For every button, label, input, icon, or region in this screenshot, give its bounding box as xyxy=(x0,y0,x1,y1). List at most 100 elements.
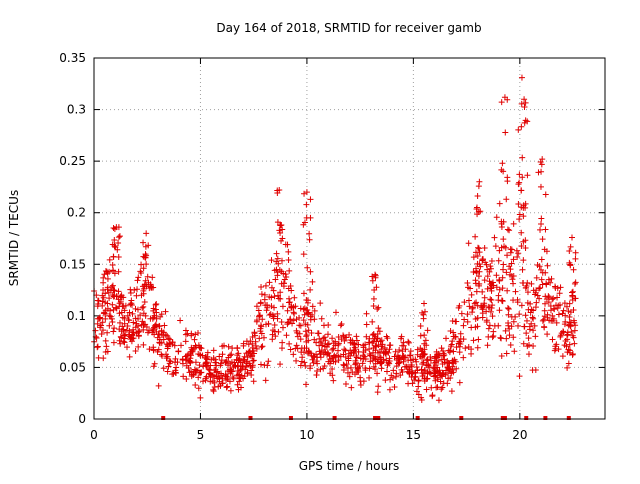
data-point xyxy=(502,327,509,334)
data-point xyxy=(216,378,223,385)
data-point xyxy=(173,364,180,371)
data-point xyxy=(127,290,134,297)
data-point xyxy=(147,315,154,322)
data-point xyxy=(153,309,160,316)
data-point xyxy=(110,328,117,335)
data-point xyxy=(115,254,122,261)
data-point xyxy=(541,246,548,253)
data-point xyxy=(183,376,190,383)
data-point xyxy=(488,257,495,264)
data-point xyxy=(352,346,359,353)
data-point xyxy=(485,303,492,310)
data-point xyxy=(303,296,310,303)
data-point xyxy=(547,279,554,286)
data-point xyxy=(110,306,117,313)
data-point xyxy=(188,332,195,339)
data-point xyxy=(475,183,482,190)
data-point xyxy=(470,254,477,261)
data-point xyxy=(526,326,533,333)
data-point xyxy=(565,308,572,315)
data-point xyxy=(155,346,162,353)
data-point xyxy=(105,289,112,296)
data-point xyxy=(492,243,499,250)
data-point xyxy=(290,317,297,324)
data-point xyxy=(262,377,269,384)
data-point xyxy=(418,397,425,404)
data-point xyxy=(335,357,342,364)
data-point xyxy=(118,328,125,335)
data-point xyxy=(286,295,293,302)
data-point xyxy=(430,373,437,380)
data-point xyxy=(96,315,103,322)
data-point xyxy=(491,234,498,241)
data-point xyxy=(287,346,294,353)
data-point xyxy=(524,289,531,296)
data-point xyxy=(140,341,147,348)
data-point xyxy=(243,350,250,357)
data-point xyxy=(143,230,150,237)
zero-marker xyxy=(459,416,464,420)
data-point xyxy=(302,381,309,388)
data-point xyxy=(360,352,367,359)
data-point xyxy=(94,344,101,351)
data-point xyxy=(204,349,211,356)
data-point xyxy=(434,364,441,371)
data-point xyxy=(421,332,428,339)
data-point xyxy=(266,293,273,300)
data-point xyxy=(288,287,295,294)
data-point xyxy=(313,351,320,358)
data-point xyxy=(347,352,354,359)
data-point xyxy=(462,345,469,352)
data-point xyxy=(197,344,204,351)
data-point xyxy=(514,296,521,303)
data-point xyxy=(257,300,264,307)
chart-title: Day 164 of 2018, SRMTID for receiver gam… xyxy=(216,21,481,35)
data-point xyxy=(166,357,173,364)
data-point xyxy=(302,328,309,335)
data-point xyxy=(538,215,545,222)
data-point xyxy=(310,359,317,366)
data-point xyxy=(483,308,490,315)
data-point xyxy=(108,315,115,322)
data-point xyxy=(140,322,147,329)
data-point xyxy=(117,298,124,305)
data-point xyxy=(389,374,396,381)
data-point xyxy=(160,336,167,343)
data-point xyxy=(104,284,111,291)
data-point xyxy=(433,384,440,391)
data-point xyxy=(308,329,315,336)
data-point xyxy=(273,266,280,273)
data-point xyxy=(305,350,312,357)
data-point xyxy=(296,322,303,329)
data-point xyxy=(294,333,301,340)
data-point xyxy=(484,342,491,349)
data-point xyxy=(450,348,457,355)
data-point xyxy=(210,386,217,393)
data-point xyxy=(202,377,209,384)
data-point xyxy=(186,358,193,365)
data-point xyxy=(476,178,483,185)
data-point xyxy=(474,315,481,322)
data-point xyxy=(238,384,245,391)
data-point xyxy=(253,345,260,352)
data-point xyxy=(542,269,549,276)
data-point xyxy=(205,366,212,373)
data-point xyxy=(100,287,107,294)
data-point xyxy=(281,276,288,283)
data-point xyxy=(279,324,286,331)
data-point xyxy=(172,369,179,376)
data-point xyxy=(570,307,577,314)
data-point xyxy=(448,388,455,395)
data-point xyxy=(106,256,113,263)
data-point xyxy=(287,283,294,290)
data-point xyxy=(513,247,520,254)
data-point xyxy=(258,284,265,291)
data-point xyxy=(214,368,221,375)
data-point xyxy=(567,261,574,268)
data-point xyxy=(102,290,109,297)
x-tick-label: 10 xyxy=(299,428,314,442)
data-point xyxy=(566,314,573,321)
data-point xyxy=(277,361,284,368)
data-point xyxy=(153,300,160,307)
data-point xyxy=(303,345,310,352)
